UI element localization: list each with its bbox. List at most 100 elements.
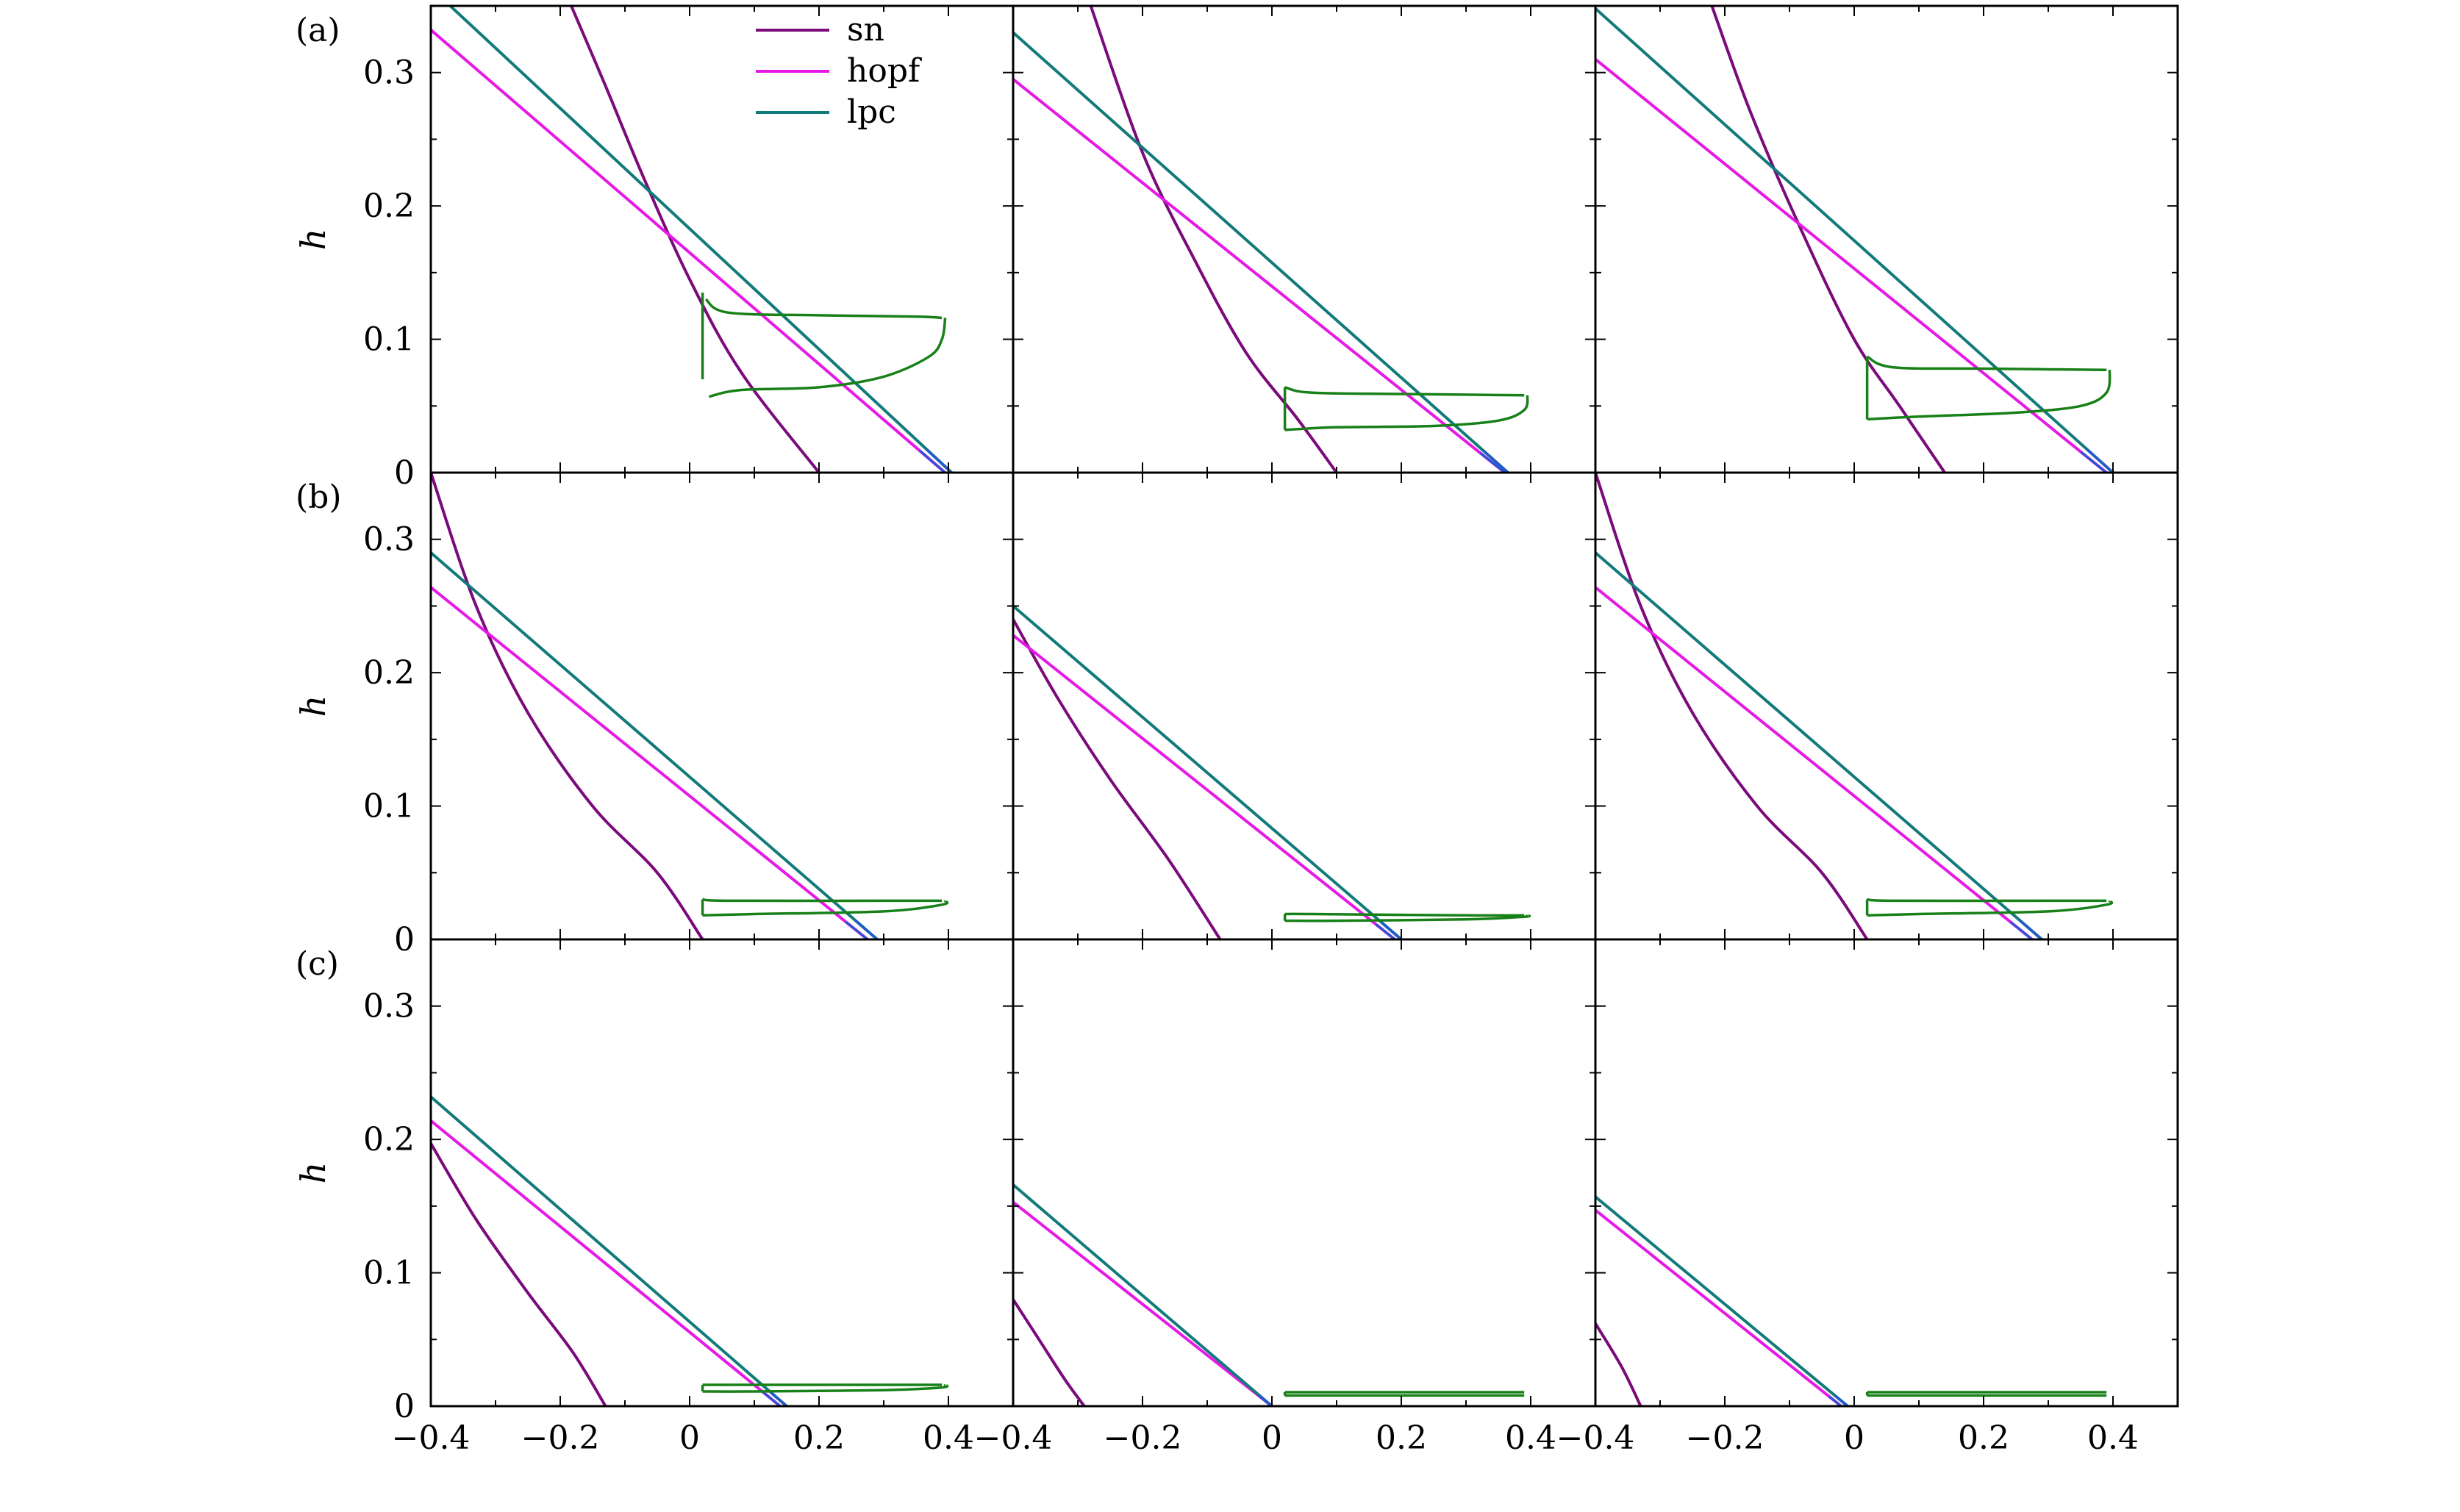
y-tick-label: 0.2 [363, 187, 415, 225]
loop-upper [1866, 355, 2107, 372]
panel-b-3 [1594, 471, 2179, 941]
panel-grid: 0 0.1 0.2 0.3 h (a) 0 0.1 0.2 0.3 h (b) 0 0.1 0.2 0.3 h (… [293, 4, 2179, 1512]
hopf-line [1013, 1200, 1273, 1406]
lpc-tail [1258, 1394, 1273, 1406]
curves [1013, 6, 1529, 473]
y-tick-label: 0.1 [363, 1255, 415, 1292]
y-tick-label: 0 [394, 921, 415, 959]
sn-curve [431, 1142, 607, 1406]
x-tick-label: 0 [1844, 1419, 1864, 1457]
x-tick-label: 0.2 [1376, 1419, 1427, 1457]
panel-frame [1012, 938, 1597, 1408]
lpc-line [1013, 1183, 1273, 1406]
curves [431, 1095, 949, 1406]
limit-cycle-loop [1865, 1391, 2107, 1397]
lpc-tail [768, 1389, 787, 1406]
limit-cycle-loop [1865, 355, 2112, 421]
ticks [1012, 5, 1596, 473]
y-tick-label: 0.2 [363, 654, 415, 692]
curves [1013, 604, 1531, 939]
x-tick-label: 0.4 [923, 1419, 974, 1457]
loop-upper [1867, 897, 2107, 903]
loop-upper [1284, 386, 1525, 397]
limit-cycle-loop [1283, 1391, 1525, 1397]
sn-curve [1710, 6, 1946, 473]
sn-curve [1595, 1322, 1642, 1406]
y-axis-label: h [293, 1162, 333, 1184]
panel-frame [429, 4, 1015, 474]
ticks [1595, 939, 2178, 1407]
y-tick-label: 0.3 [363, 54, 415, 92]
loop-upper [1284, 912, 1525, 917]
ticks [430, 5, 1014, 473]
y-tick-label: 0 [394, 1388, 415, 1425]
lpc-line [449, 6, 953, 473]
sn-curve [1013, 618, 1222, 939]
limit-cycle-loop [1865, 897, 2114, 917]
legend-label-hopf: hopf [847, 52, 922, 90]
lpc-tail [1834, 1394, 1849, 1406]
hopf-tail [2080, 451, 2108, 473]
lpc-line [1013, 604, 1403, 939]
x-axis-label: gCANTot [1828, 1499, 1926, 1512]
x-axis-label: gCANTot [663, 1499, 762, 1512]
hopf-line [1595, 586, 2034, 939]
x-tick-label: 0 [679, 1419, 700, 1457]
sn-curve [570, 6, 820, 473]
panel-c-2: −0.4 −0.2 0 0.2 0.4 gCANTot [974, 938, 1597, 1512]
loop-lower [702, 899, 949, 917]
limit-cycle-loop [1283, 912, 1531, 922]
x-tick-label: 0.4 [2087, 1419, 2139, 1457]
limit-cycle-loop [701, 1383, 949, 1393]
sn-curve [431, 473, 704, 939]
panel-b-2 [1012, 471, 1597, 941]
loop-lower [1867, 899, 2114, 917]
lpc-tail [926, 448, 953, 473]
lpc-line [1013, 31, 1509, 473]
loop-upper [702, 897, 943, 903]
curves [431, 6, 953, 473]
hopf-tail [918, 449, 946, 473]
panel-c-3: −0.4 −0.2 0 0.2 0.4 gCANTot [1556, 938, 2179, 1512]
loop-upper [704, 298, 943, 320]
panel-b-1: 0 0.1 0.2 0.3 h (b) [293, 471, 1015, 959]
x-tick-label: −0.2 [521, 1419, 600, 1457]
lpc-tail [1482, 449, 1509, 473]
y-tick-label: 0.2 [363, 1121, 415, 1158]
y-axis-label: h [293, 229, 333, 251]
panel-frame [1012, 4, 1597, 474]
x-tick-label: −0.4 [1556, 1419, 1635, 1457]
hopf-line [431, 29, 946, 473]
hopf-tail [845, 920, 868, 939]
lpc-tail [2018, 919, 2043, 939]
lpc-line [1595, 7, 2114, 473]
curves [1595, 6, 2114, 473]
row-label: (b) [296, 479, 342, 516]
loop-lower [1284, 395, 1529, 431]
limit-cycle-loop [701, 293, 947, 398]
x-tick-label: 0 [1262, 1419, 1282, 1457]
hopf-tail [1479, 452, 1506, 473]
curves [1595, 1195, 2107, 1406]
lpc-line [431, 1095, 788, 1406]
curves [1595, 473, 2114, 939]
hopf-tail [1828, 1395, 1842, 1406]
sn-curve [1595, 473, 1869, 939]
lpc-tail [1381, 922, 1402, 939]
x-tick-label: −0.4 [392, 1419, 471, 1457]
y-tick-label: 0.1 [363, 321, 415, 359]
lpc-line [1595, 551, 2043, 939]
curves [1013, 1183, 1525, 1406]
curves [431, 473, 949, 939]
ticks [1595, 472, 2178, 940]
y-axis-label: h [293, 695, 333, 717]
loop-lower [702, 1383, 949, 1393]
hopf-line [1595, 1208, 1842, 1406]
hopf-line [431, 1119, 782, 1406]
lpc-line [431, 551, 879, 939]
y-tick-label: 0 [394, 454, 415, 492]
y-tick-label: 0.3 [363, 521, 415, 559]
lpc-tail [2086, 448, 2114, 473]
